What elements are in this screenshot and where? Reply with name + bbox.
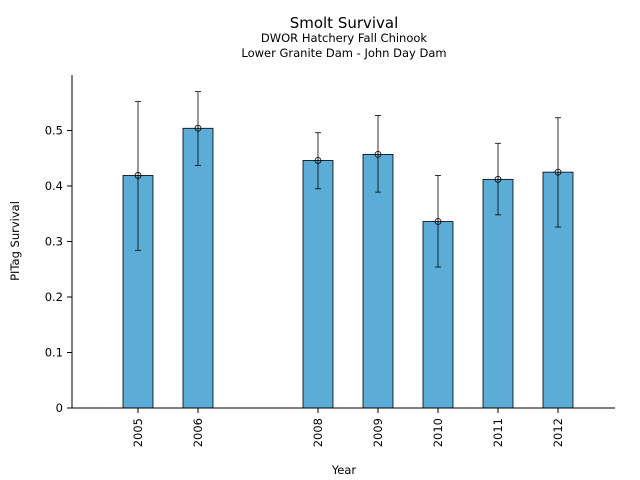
y-tick-label: 0.2 (45, 290, 63, 304)
x-tick-label: 2010 (431, 418, 445, 447)
data-point (554, 168, 562, 176)
data-point (374, 150, 382, 158)
data-point (434, 218, 442, 225)
bar (302, 160, 334, 409)
y-tick-label: 0.3 (45, 235, 63, 249)
bar (182, 127, 214, 409)
data-point (314, 157, 322, 164)
x-tick-label: 2012 (551, 418, 565, 447)
data-point (194, 124, 202, 132)
y-tick-label: 0 (56, 401, 63, 415)
x-tick-label: 2008 (311, 418, 325, 447)
chart-subtitle-line-2: Lower Granite Dam - John Day Dam (241, 46, 446, 60)
data-point (494, 175, 502, 183)
y-tick-label: 0.5 (45, 124, 63, 138)
x-tick-label: 2011 (491, 418, 505, 447)
x-tick-label: 2009 (371, 418, 385, 447)
chart-title: Smolt Survival (290, 14, 399, 32)
x-tick-label: 2005 (131, 418, 145, 447)
y-tick-label: 0.4 (45, 179, 63, 193)
chart-subtitle-line-1: DWOR Hatchery Fall Chinook (261, 31, 428, 45)
data-point (134, 172, 142, 179)
bar (482, 178, 514, 409)
x-tick-label: 2006 (191, 418, 205, 447)
y-axis-label: PITag Survival (8, 201, 22, 281)
x-axis-label: Year (331, 463, 357, 477)
plot-area: 0 0.1 0.2 0.3 0.4 0.5 2005 2006 2008 2009 2010 2011… (45, 91, 574, 447)
y-tick-label: 0.1 (45, 346, 63, 360)
